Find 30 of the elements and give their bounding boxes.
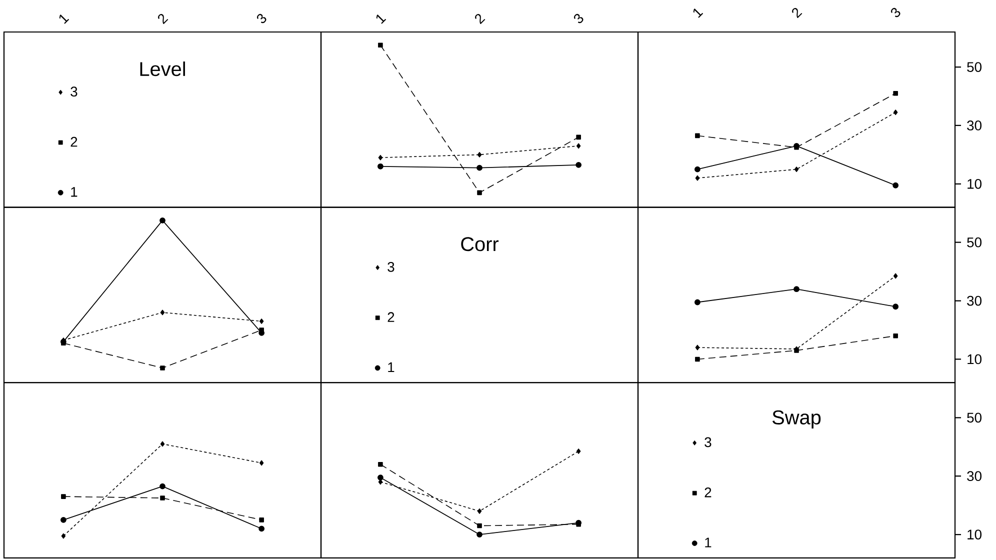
x-tick-label: 3 — [574, 14, 584, 24]
legend-label: 1 — [71, 187, 78, 197]
legend-label: 3 — [70, 86, 78, 97]
legend-title: Corr — [461, 237, 499, 252]
legend-title: Swap — [772, 410, 821, 428]
legend-label: 1 — [705, 538, 712, 548]
legend-label: 3 — [388, 262, 394, 272]
y-tick-label: 50 — [967, 237, 982, 248]
legend-title: Level — [140, 61, 185, 76]
x-tick-label: 2 — [475, 14, 486, 24]
y-tick-label: 10 — [968, 530, 982, 540]
y-tick-label: 10 — [968, 354, 982, 364]
x-tick-label: 1 — [376, 14, 386, 24]
legend-label: 2 — [704, 487, 712, 498]
x-tick-label: 2 — [158, 14, 168, 24]
x-tick-label: 1 — [59, 14, 70, 24]
y-tick-label: 30 — [967, 471, 982, 482]
y-tick-label: 10 — [968, 178, 982, 189]
legend-label: 1 — [388, 362, 394, 372]
x-tick-label: 2 — [792, 8, 802, 18]
legend-label: 2 — [388, 312, 394, 322]
y-tick-label: 50 — [967, 412, 982, 423]
y-tick-label: 50 — [967, 62, 982, 72]
y-tick-label: 30 — [967, 120, 982, 130]
x-tick-label: 3 — [890, 8, 900, 18]
x-tick-label: 1 — [693, 8, 704, 18]
x-tick-label: 3 — [256, 14, 266, 24]
legend-label: 3 — [704, 437, 712, 448]
legend-label: 2 — [70, 136, 78, 147]
y-tick-label: 30 — [967, 296, 982, 306]
